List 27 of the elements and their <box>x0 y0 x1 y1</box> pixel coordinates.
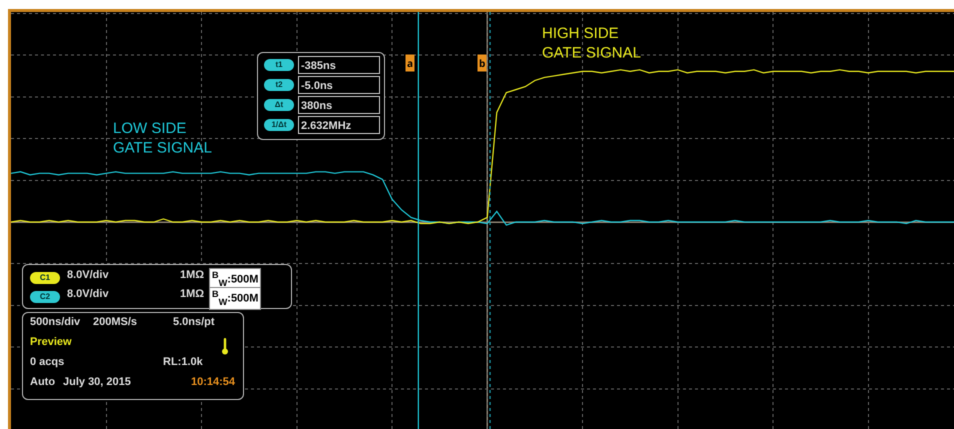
series-label: HIGH SIDE GATE SIGNAL <box>542 25 641 62</box>
text: C1 <box>30 272 60 284</box>
annotation: t2 <box>264 79 294 91</box>
text: 500ns/div <box>30 316 80 328</box>
annotation: 1/Δt <box>264 119 294 131</box>
annotation: -385ns <box>298 56 380 74</box>
annotation: Δt <box>264 99 294 111</box>
text: 5.0ns/pt <box>173 316 215 328</box>
text: Auto <box>30 376 56 388</box>
text: 8.0V/div <box>67 269 109 281</box>
text: RL:1.0k <box>163 356 203 368</box>
text: C2 <box>30 291 60 303</box>
text: 10:14:54 <box>191 376 236 388</box>
annotation: a <box>407 56 414 70</box>
text: 0 acqs <box>30 356 64 368</box>
annotation: 380ns <box>298 96 380 114</box>
text: 1MΩ <box>180 288 204 300</box>
text: Preview <box>30 336 72 348</box>
text: 8.0V/div <box>67 288 109 300</box>
text: 200MS/s <box>93 316 138 328</box>
text: 1MΩ <box>180 269 204 281</box>
text: t1 <box>264 59 294 71</box>
annotation: -5.0ns <box>298 76 380 94</box>
annotation: b <box>479 56 486 70</box>
annotation: 2.632MHz <box>298 116 380 134</box>
text: July 30, 2015 <box>63 376 131 388</box>
series-label: LOW SIDE GATE SIGNAL <box>113 120 212 156</box>
